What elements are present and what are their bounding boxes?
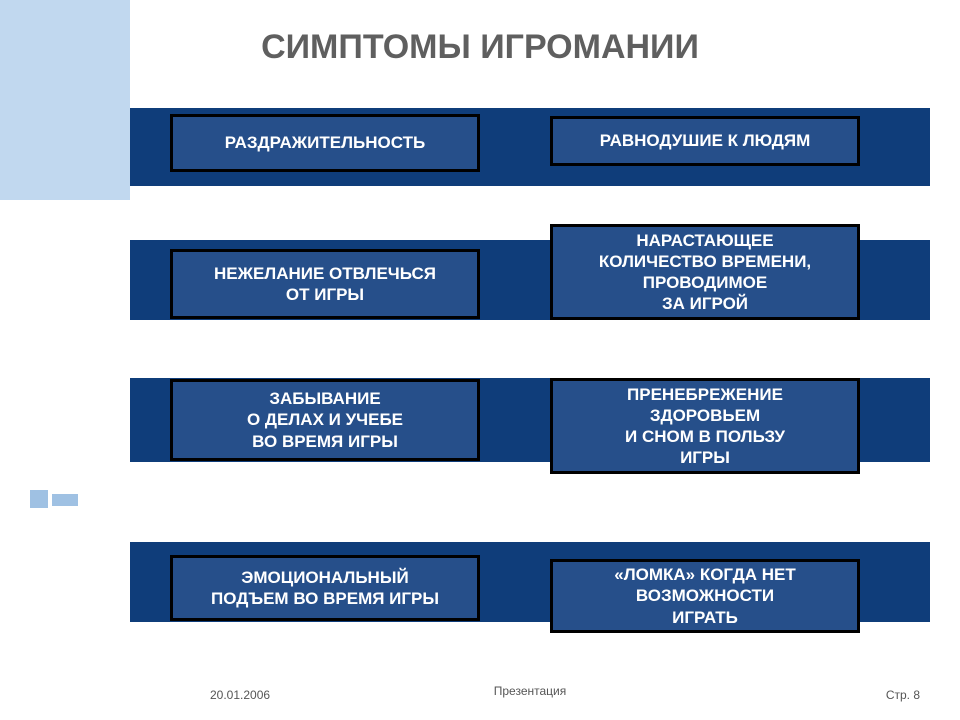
- footer-page: Стр. 8: [886, 688, 920, 702]
- symptom-box: «ЛОМКА» КОГДА НЕТ ВОЗМОЖНОСТИ ИГРАТЬ: [550, 559, 860, 633]
- symptom-box: ЗАБЫВАНИЕ О ДЕЛАХ И УЧЕБЕ ВО ВРЕМЯ ИГРЫ: [170, 379, 480, 461]
- slide-title: СИМПТОМЫ ИГРОМАНИИ: [0, 28, 960, 67]
- symptom-box: ПРЕНЕБРЕЖЕНИЕ ЗДОРОВЬЕМ И СНОМ В ПОЛЬЗУ …: [550, 378, 860, 474]
- symptom-box: ЭМОЦИОНАЛЬНЫЙ ПОДЪЕМ ВО ВРЕМЯ ИГРЫ: [170, 555, 480, 621]
- symptom-box: НАРАСТАЮЩЕЕ КОЛИЧЕСТВО ВРЕМЕНИ, ПРОВОДИМ…: [550, 224, 860, 320]
- symptom-box: РАЗДРАЖИТЕЛЬНОСТЬ: [170, 114, 480, 172]
- symptom-box: РАВНОДУШИЕ К ЛЮДЯМ: [550, 116, 860, 166]
- footer-center: Презентация: [130, 684, 930, 698]
- symptom-box: НЕЖЕЛАНИЕ ОТВЛЕЧЬСЯ ОТ ИГРЫ: [170, 249, 480, 319]
